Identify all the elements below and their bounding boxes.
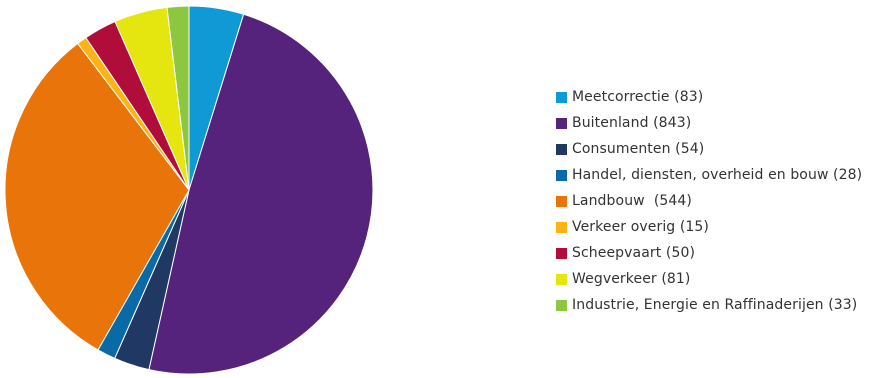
- legend-swatch: [556, 247, 567, 259]
- legend-swatch: [556, 117, 567, 129]
- legend-swatch: [556, 273, 567, 285]
- legend-swatch: [556, 91, 567, 103]
- legend-item-5: Verkeer overig (15): [556, 214, 862, 240]
- legend-label: Industrie, Energie en Raffinaderijen (33…: [572, 297, 858, 313]
- legend-label: Handel, diensten, overheid en bouw (28): [572, 167, 863, 183]
- legend-item-4: Landbouw (544): [556, 188, 862, 214]
- chart-legend: Meetcorrectie (83) Buitenland (843) Consum…: [556, 84, 862, 318]
- legend-item-3: Handel, diensten, overheid en bouw (28): [556, 162, 862, 188]
- legend-item-0: Meetcorrectie (83): [556, 84, 862, 110]
- legend-label: Landbouw (544): [572, 193, 692, 209]
- legend-swatch: [556, 299, 567, 311]
- pie-chart: [4, 5, 374, 375]
- legend-swatch: [556, 143, 567, 155]
- legend-swatch: [556, 221, 567, 233]
- legend-swatch: [556, 169, 567, 181]
- legend-item-2: Consumenten (54): [556, 136, 862, 162]
- legend-label: Consumenten (54): [572, 141, 705, 157]
- legend-label: Wegverkeer (81): [572, 271, 691, 287]
- legend-label: Verkeer overig (15): [572, 219, 709, 235]
- legend-item-6: Scheepvaart (50): [556, 240, 862, 266]
- pie-slice-1: [148, 13, 374, 375]
- legend-item-7: Wegverkeer (81): [556, 266, 862, 292]
- legend-label: Buitenland (843): [572, 115, 692, 131]
- legend-swatch: [556, 195, 567, 207]
- legend-item-1: Buitenland (843): [556, 110, 862, 136]
- pie-slice-8: [166, 5, 190, 191]
- legend-item-8: Industrie, Energie en Raffinaderijen (33…: [556, 292, 862, 318]
- legend-label: Meetcorrectie (83): [572, 89, 704, 105]
- pie-slice-4: [4, 42, 190, 351]
- legend-label: Scheepvaart (50): [572, 245, 696, 261]
